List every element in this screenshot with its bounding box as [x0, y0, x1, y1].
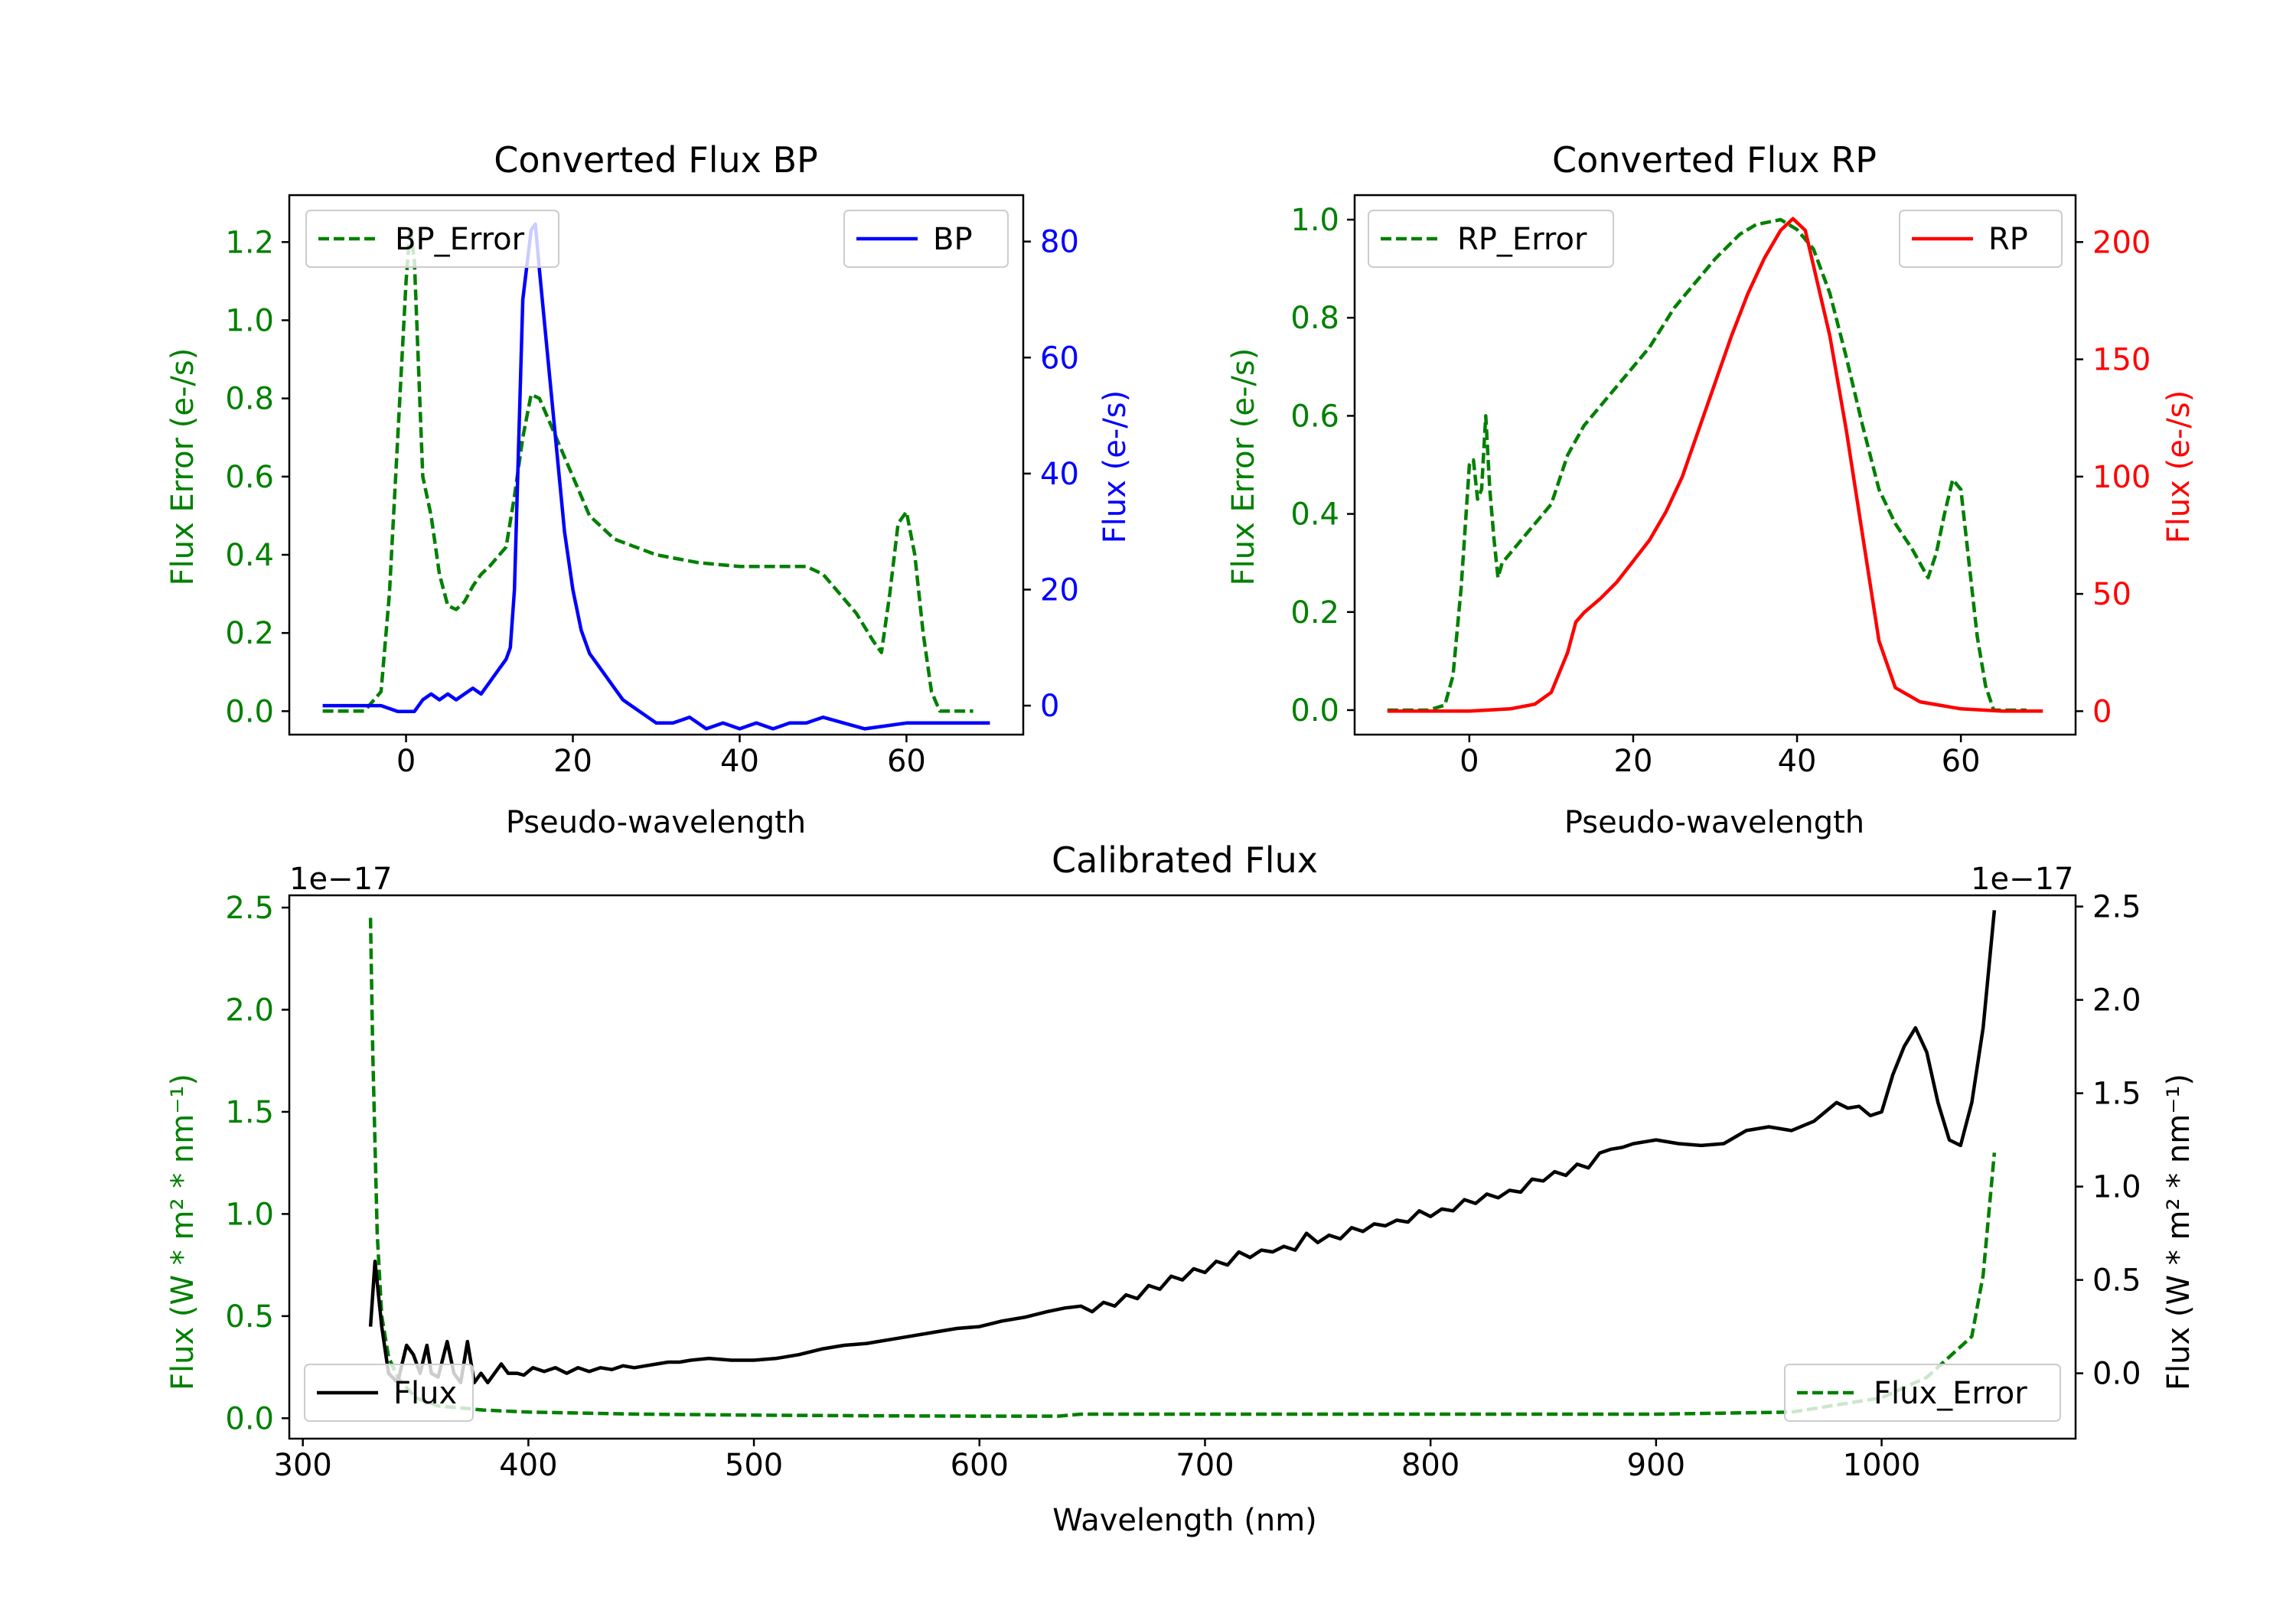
- cal-x-tick-label: 400: [499, 1448, 557, 1483]
- bp-title: Converted Flux BP: [494, 139, 818, 181]
- calibrated-x-axis-label: Wavelength (nm): [1052, 1503, 1317, 1538]
- bp-right-y-tick-label: 80: [1040, 225, 1079, 260]
- rp-left-y-tick-label: 1.0: [1290, 203, 1339, 238]
- bp-left-y-tick-label: 0.0: [225, 694, 274, 729]
- cal-left-y-tick-label: 1.5: [225, 1095, 274, 1130]
- bp-right-axis-label: Flux (e-/s): [1097, 390, 1133, 543]
- bp-right-y-tick-label: 0: [1040, 689, 1059, 724]
- calibrated-left-offset-label: 1e−17: [289, 862, 392, 897]
- rp-x-axis-label: Pseudo-wavelength: [1564, 805, 1864, 840]
- bp-plot-area: 0 20 40 60 0.0 0.2 0.4 0.6 0.8 1.0 1.2 0 20 40 60 80 BP_…: [225, 194, 1079, 779]
- rp-right-axis-label: Flux (e-/s): [2161, 390, 2197, 543]
- bp-series-bp: [322, 222, 990, 731]
- calibrated-plot-area: 300 400 500 600 700 800 900 1000 0.0 0.5 1.0 1.5 2.0…: [225, 890, 2141, 1483]
- cal-x-tick-label: 1000: [1843, 1448, 1921, 1483]
- bp-x-tick-label: 0: [396, 744, 416, 779]
- cal-legend-left: Flux: [304, 1364, 474, 1422]
- bp-right-y-tick-label: 40: [1040, 457, 1079, 492]
- cal-legend-left-box: [304, 1364, 474, 1422]
- rp-legend-left-label: RP_Error: [1457, 222, 1587, 257]
- rp-series-rp-error: [1387, 217, 2027, 712]
- rp-left-axis-label: Flux Error (e-/s): [1226, 348, 1261, 586]
- cal-legend-right: Flux_Error: [1784, 1364, 2061, 1422]
- bp-legend-right-label: BP: [933, 222, 973, 257]
- cal-left-y-tick-label: 0.0: [225, 1401, 274, 1436]
- rp-frame: [1353, 194, 2077, 736]
- rp-legend-right: RP: [1899, 210, 2063, 268]
- cal-left-y-tick-label: 2.0: [225, 993, 274, 1028]
- bp-legend-left-label: BP_Error: [395, 222, 525, 257]
- calibrated-left-axis-label: Flux (W * m² * nm⁻¹): [165, 1074, 201, 1390]
- rp-legend-left-box: [1368, 210, 1614, 268]
- rp-left-y-tick-label: 0.2: [1290, 595, 1339, 631]
- calibrated-panel: Calibrated Flux 300 400 500 600 700 800 900 100…: [165, 839, 2197, 1538]
- cal-right-y-tick-label: 2.5: [2092, 890, 2141, 925]
- bp-x-axis-label: Pseudo-wavelength: [506, 805, 806, 840]
- rp-left-y-tick-label: 0.4: [1290, 497, 1339, 533]
- rp-left-y-tick-label: 0.6: [1290, 399, 1339, 434]
- cal-x-tick-label: 600: [951, 1448, 1009, 1483]
- bp-x-tick-label: 20: [553, 744, 592, 779]
- cal-left-y-tick-label: 1.0: [225, 1197, 274, 1232]
- rp-x-tick-label: 20: [1614, 744, 1653, 779]
- cal-left-y-tick-label: 0.5: [225, 1299, 274, 1335]
- bp-panel: Converted Flux BP 0 20 40 60 0.0 0.2 0.4 0.6 0.8…: [165, 139, 1133, 840]
- bp-left-y-tick-label: 0.8: [225, 382, 274, 417]
- rp-panel: Converted Flux RP 0 20 40 60 0.0 0.2 0.4 0.6 0.8…: [1226, 139, 2197, 840]
- cal-series-flux: [368, 910, 1997, 1385]
- cal-legend-left-label: Flux: [393, 1376, 457, 1411]
- cal-frame: [288, 894, 2077, 1440]
- rp-legend-left: RP_Error: [1368, 210, 1614, 268]
- bp-right-y-tick-label: 20: [1040, 572, 1079, 608]
- cal-x-tick-label: 900: [1627, 1448, 1685, 1483]
- cal-right-y-tick-label: 2.0: [2092, 983, 2141, 1019]
- rp-legend-right-box: [1899, 210, 2063, 268]
- rp-left-y-tick-label: 0.8: [1290, 301, 1339, 336]
- rp-right-y-tick-label: 0: [2092, 694, 2112, 729]
- bp-legend-right-box: [843, 210, 1009, 268]
- bp-left-axis-label: Flux Error (e-/s): [165, 348, 201, 586]
- rp-x-tick-label: 0: [1459, 744, 1479, 779]
- cal-right-y-tick-label: 0.5: [2092, 1263, 2141, 1299]
- rp-right-y-tick-label: 200: [2092, 225, 2151, 260]
- calibrated-right-axis-label: Flux (W * m² * nm⁻¹): [2161, 1074, 2197, 1390]
- bp-x-tick-label: 40: [720, 744, 759, 779]
- rp-title: Converted Flux RP: [1552, 139, 1877, 181]
- rp-left-y-tick-label: 0.0: [1290, 693, 1339, 729]
- rp-series-rp: [1387, 217, 2043, 713]
- bp-left-y-tick-label: 0.2: [225, 616, 274, 651]
- rp-x-tick-label: 40: [1778, 744, 1817, 779]
- bp-left-y-tick-label: 0.4: [225, 538, 274, 573]
- rp-plot-area: 0 20 40 60 0.0 0.2 0.4 0.6 0.8 1.0 0 50 100 150 200 RP_…: [1290, 194, 2151, 779]
- cal-x-tick-label: 300: [274, 1448, 332, 1483]
- bp-legend-left: BP_Error: [305, 210, 559, 268]
- bp-right-y-tick-label: 60: [1040, 341, 1079, 376]
- cal-legend-right-label: Flux_Error: [1874, 1376, 2027, 1411]
- rp-right-y-tick-label: 50: [2092, 577, 2131, 612]
- cal-legend-right-box: [1784, 1364, 2061, 1422]
- bp-left-y-tick-label: 1.2: [225, 225, 274, 260]
- bp-left-y-tick-label: 0.6: [225, 460, 274, 495]
- rp-x-tick-label: 60: [1942, 744, 1981, 779]
- cal-x-tick-label: 700: [1176, 1448, 1234, 1483]
- cal-x-tick-label: 500: [725, 1448, 783, 1483]
- calibrated-title: Calibrated Flux: [1052, 839, 1318, 881]
- cal-left-y-tick-label: 2.5: [225, 891, 274, 926]
- cal-x-tick-label: 800: [1401, 1448, 1459, 1483]
- bp-frame: [288, 194, 1025, 736]
- cal-right-y-tick-label: 1.5: [2092, 1077, 2141, 1112]
- calibrated-right-offset-label: 1e−17: [1971, 862, 2073, 897]
- bp-left-y-tick-label: 1.0: [225, 303, 274, 338]
- rp-right-y-tick-label: 100: [2092, 460, 2151, 495]
- cal-right-y-tick-label: 0.0: [2092, 1357, 2141, 1392]
- rp-right-y-tick-label: 150: [2092, 343, 2151, 378]
- bp-x-tick-label: 60: [887, 744, 926, 779]
- bp-legend-right: BP: [843, 210, 1009, 268]
- bp-legend-left-box: [305, 210, 559, 268]
- cal-right-y-tick-label: 1.0: [2092, 1170, 2141, 1205]
- rp-legend-right-label: RP: [1988, 222, 2028, 257]
